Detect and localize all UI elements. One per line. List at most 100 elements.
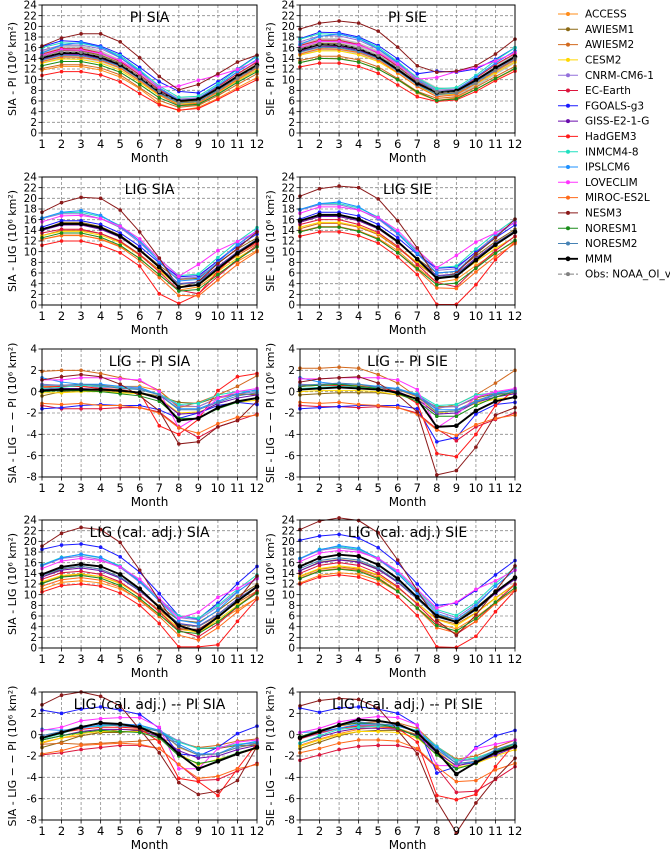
data-point xyxy=(235,586,240,591)
data-point xyxy=(435,451,439,456)
data-point xyxy=(177,402,181,407)
data-point xyxy=(415,78,420,83)
y-tick-label: 0 xyxy=(288,128,295,140)
legend-label: EC-Earth xyxy=(585,85,631,97)
data-point xyxy=(474,619,478,624)
data-point xyxy=(98,32,103,36)
data-point xyxy=(474,422,478,427)
y-tick-label: 2 xyxy=(288,289,295,301)
data-point xyxy=(216,789,220,793)
series-nesm3 xyxy=(40,32,259,92)
data-point xyxy=(317,753,322,757)
series-line xyxy=(299,517,516,636)
data-point xyxy=(454,286,459,291)
data-point xyxy=(79,573,83,578)
series-noresm1 xyxy=(40,231,259,293)
legend-marker xyxy=(566,57,570,62)
y-tick-label: 0 xyxy=(288,729,295,741)
data-point xyxy=(376,582,380,586)
data-point xyxy=(98,45,103,49)
data-point xyxy=(98,705,103,709)
series-line xyxy=(41,33,258,91)
data-point xyxy=(98,235,103,240)
data-point xyxy=(493,589,498,595)
data-point xyxy=(59,531,64,536)
data-point xyxy=(435,410,439,414)
data-point xyxy=(376,241,380,245)
y-tick-label: 0 xyxy=(30,386,37,398)
series-line xyxy=(41,553,258,624)
legend-item-nesm3: NESM3 xyxy=(558,208,622,220)
x-tick-label: 7 xyxy=(156,652,163,666)
data-point xyxy=(177,84,181,88)
data-point xyxy=(493,733,498,738)
data-point xyxy=(137,387,142,392)
y-tick-label: 0 xyxy=(30,128,37,140)
data-point xyxy=(59,564,64,570)
data-point xyxy=(395,589,400,594)
data-point xyxy=(79,231,83,235)
data-point xyxy=(235,262,240,267)
y-tick-label: -6 xyxy=(27,793,38,805)
data-point xyxy=(317,366,322,371)
x-tick-label: 4 xyxy=(97,824,104,838)
data-point xyxy=(493,742,498,747)
data-point xyxy=(177,301,181,306)
data-point xyxy=(356,744,361,749)
x-tick-label: 11 xyxy=(230,652,245,666)
y-tick-label: 4 xyxy=(288,278,295,290)
data-point xyxy=(196,635,201,639)
data-point xyxy=(395,83,400,87)
data-point xyxy=(454,253,459,258)
data-point xyxy=(356,214,361,218)
legend-label: Obs: NOAA_OI_v2 xyxy=(585,269,670,281)
panel-title: LIG -- PI SIA xyxy=(109,354,191,370)
series-line xyxy=(41,196,258,289)
data-point xyxy=(79,730,83,735)
series-line xyxy=(41,401,258,419)
data-point xyxy=(395,57,400,61)
data-point xyxy=(356,572,361,577)
y-tick-label: 16 xyxy=(24,557,38,569)
data-point xyxy=(137,405,142,410)
series-line xyxy=(41,374,258,445)
x-tick-label: 9 xyxy=(195,652,202,666)
data-point xyxy=(356,374,361,379)
data-point xyxy=(156,264,162,270)
legend-item-awiesm2: AWIESM2 xyxy=(558,39,634,51)
legend-item-loveclim: LOVECLIM xyxy=(558,177,638,189)
y-tick-label: 2 xyxy=(288,708,295,720)
y-tick-label: -8 xyxy=(27,472,37,484)
data-point xyxy=(337,747,341,752)
data-point xyxy=(79,401,83,406)
data-point xyxy=(235,751,240,757)
data-point xyxy=(454,600,459,604)
x-tick-label: 5 xyxy=(117,652,124,666)
data-point xyxy=(414,595,420,600)
data-point xyxy=(157,591,162,596)
data-point xyxy=(493,381,498,385)
x-tick-label: 11 xyxy=(230,481,245,495)
data-point xyxy=(435,403,439,408)
data-point xyxy=(474,801,478,805)
data-point xyxy=(336,212,342,218)
y-axis-label: SIA - LIG (10⁶ km²) xyxy=(6,533,19,635)
y-tick-label: 18 xyxy=(24,32,37,44)
x-tick-label: 8 xyxy=(175,481,182,495)
data-point xyxy=(376,403,380,408)
obs-spread-band xyxy=(42,45,257,108)
x-tick-label: 4 xyxy=(355,481,362,495)
series-line xyxy=(299,40,516,80)
data-point xyxy=(454,761,459,766)
x-tick-label: 11 xyxy=(488,137,503,151)
series-loveclim xyxy=(298,205,517,270)
data-point xyxy=(79,218,83,223)
x-tick-label: 7 xyxy=(414,309,421,323)
legend-marker xyxy=(566,226,570,231)
y-tick-label: 20 xyxy=(282,536,295,548)
x-tick-label: 12 xyxy=(250,309,265,323)
y-tick-label: 0 xyxy=(288,300,295,312)
data-point xyxy=(493,596,498,601)
y-tick-label: 22 xyxy=(282,10,295,22)
data-point xyxy=(395,62,400,66)
